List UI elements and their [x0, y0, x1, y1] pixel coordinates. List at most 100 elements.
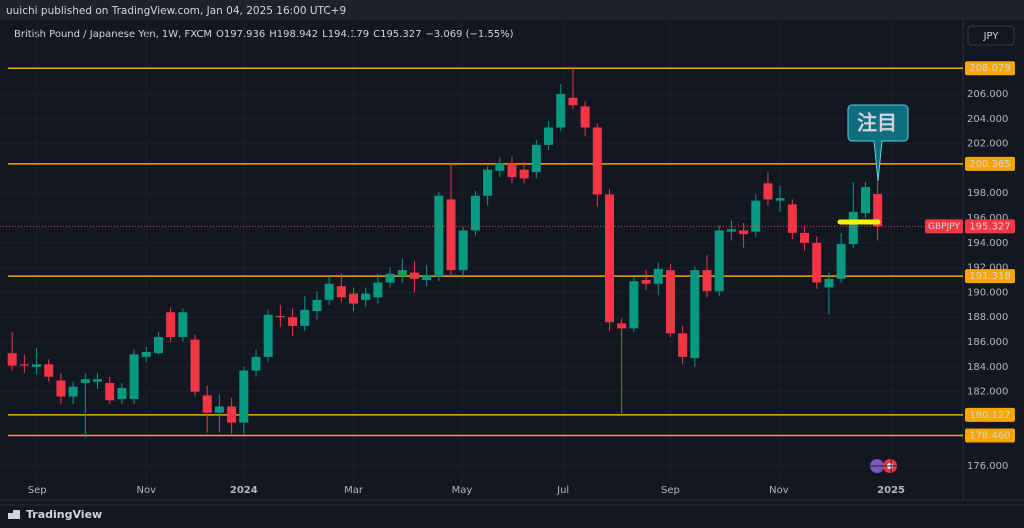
candle-body: [458, 230, 468, 271]
level-label-bg: [965, 269, 1015, 284]
x-tick-label: Nov: [137, 485, 157, 496]
candle-body: [117, 387, 127, 400]
candle-body: [409, 272, 419, 279]
y-tick-label: 188.000: [967, 312, 1008, 323]
candle-body: [812, 242, 822, 283]
candle-body: [446, 199, 456, 271]
ohlc-value: 197.936: [224, 29, 265, 40]
candle-body: [422, 275, 432, 281]
ohlc-label: L: [322, 29, 328, 40]
x-tick-label: Sep: [661, 485, 680, 496]
last-price-label: 195.327: [969, 221, 1010, 232]
y-tick-label: 198.000: [967, 188, 1008, 199]
candle-body: [665, 270, 675, 334]
candle-body: [836, 244, 846, 279]
candle-body: [873, 194, 883, 227]
y-tick-label: 192.000: [967, 263, 1008, 274]
candle-body: [312, 299, 322, 312]
level-label: 200.365: [969, 159, 1010, 170]
candle-body: [483, 169, 493, 196]
y-tick-label: 194.000: [967, 238, 1008, 249]
candle-body: [178, 312, 188, 338]
candle-body: [556, 94, 566, 128]
candle-body: [397, 270, 407, 277]
y-tick-label: 186.000: [967, 337, 1008, 348]
candle-body: [288, 317, 298, 326]
candle-body: [275, 315, 285, 318]
candle-body: [336, 286, 346, 298]
ohlc-label: H: [269, 29, 277, 40]
candle-body: [7, 353, 17, 366]
candle-body: [190, 339, 200, 392]
candle-body: [349, 293, 359, 304]
symbol-label-bg: [925, 219, 963, 234]
x-tick-label: Sep: [28, 485, 47, 496]
candle-body: [93, 379, 103, 382]
candle-body: [251, 356, 261, 371]
x-tick-label: Jul: [556, 485, 569, 496]
candle-body: [324, 283, 334, 300]
annotation: 注目: [857, 111, 897, 135]
candle-body: [653, 268, 663, 284]
currency[interactable]: JPY: [983, 31, 1000, 42]
candle-body: [604, 194, 614, 323]
candle-body: [44, 364, 54, 377]
candle-body: [775, 198, 785, 201]
candle-body: [153, 337, 163, 354]
candle-body: [80, 379, 90, 383]
candle-body: [531, 144, 541, 173]
level-label: 208.079: [969, 63, 1010, 74]
candle-body: [19, 364, 29, 366]
callout: [847, 104, 909, 182]
change: −3.069 (−1.55%): [425, 29, 513, 40]
chart-title: British Pound / Japanese Yen, 1W, FXCM: [14, 29, 212, 40]
x-tick-label: 2025: [877, 485, 905, 496]
currency-button[interactable]: [967, 25, 1015, 46]
y-tick-label: 202.000: [967, 139, 1008, 150]
candle-body: [227, 406, 237, 423]
ohlc-value: 198.942: [277, 29, 318, 40]
legend: British Pound / Japanese Yen, 1W, FXCM O 1…: [14, 29, 514, 40]
level-label: 191.318: [969, 271, 1010, 282]
last-price-bg: [965, 219, 1015, 234]
candle-body: [32, 364, 42, 367]
candle-body: [263, 314, 273, 357]
candle-body: [373, 282, 383, 298]
candle-body: [300, 309, 310, 326]
candle-body: [385, 273, 395, 283]
candle-body: [739, 230, 749, 235]
symbol-label: GBPJPY: [928, 222, 960, 232]
x-tick-label: May: [452, 485, 473, 496]
candle-body: [824, 278, 834, 288]
level-label: 180.127: [969, 410, 1010, 421]
level-label-bg: [965, 156, 1015, 171]
ohlc-label: C: [373, 29, 380, 40]
level-label: 178.460: [969, 431, 1010, 442]
level-label-bg: [965, 61, 1015, 76]
level-label-bg: [965, 428, 1015, 443]
candle-body: [56, 380, 66, 397]
candle-body: [690, 270, 700, 359]
y-tick-label: 206.000: [967, 89, 1008, 100]
candle-body: [568, 97, 578, 106]
publisher: uuichi published on TradingView.com, Jan…: [6, 5, 346, 17]
ohlc-value: 194.179: [328, 29, 369, 40]
candle-body: [787, 204, 797, 233]
candle-body: [434, 195, 444, 277]
ohlc-value: 195.327: [380, 29, 421, 40]
y-tick-label: 182.000: [967, 387, 1008, 398]
top-bar: [0, 0, 1024, 20]
y-tick-label: 190.000: [967, 287, 1008, 298]
candle-body: [470, 195, 480, 231]
candle-body: [519, 169, 529, 179]
x-tick-label: Mar: [344, 485, 364, 496]
candle-body: [848, 211, 858, 245]
candle-body: [726, 229, 736, 232]
candle-body: [678, 333, 688, 357]
y-tick-label: 204.000: [967, 114, 1008, 125]
candle-body: [800, 232, 810, 243]
y-tick-label: 184.000: [967, 362, 1008, 373]
candle-body: [68, 386, 78, 397]
